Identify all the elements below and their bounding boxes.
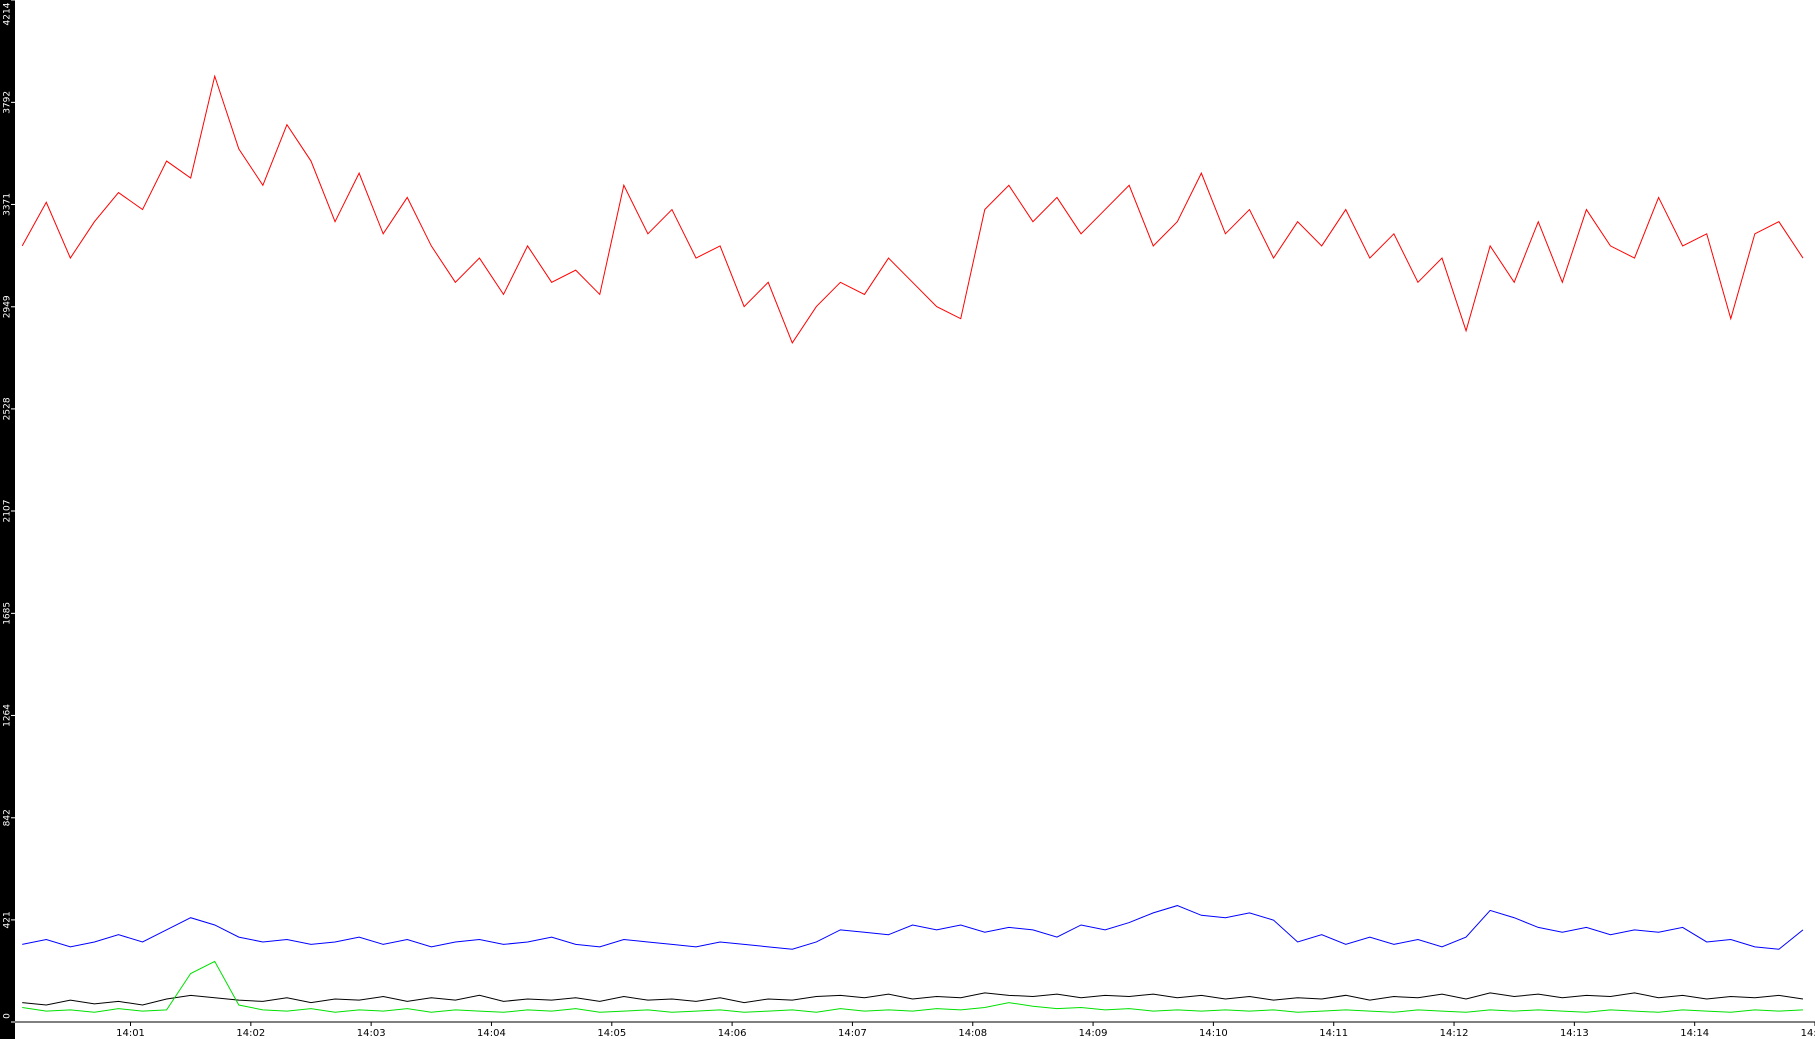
y-tick-label: 842 [3,809,13,826]
x-tick-label: 14:13 [1560,1028,1589,1039]
x-tick-label: 14:07 [838,1028,867,1039]
y-tick-label: 421 [3,911,13,928]
x-tick-label: 14:06 [718,1028,747,1039]
y-tick-label: 4214 [3,2,13,25]
series-line [22,905,1804,950]
x-tick-label: 14:04 [477,1028,506,1039]
y-tick-label: 2949 [3,295,13,318]
y-tick-label: 2528 [3,397,13,420]
x-tick-label: 14:01 [116,1028,145,1039]
series-line [21,74,1804,345]
y-tick-label: 2107 [3,500,13,523]
x-tick-label: 14:08 [958,1028,987,1039]
y-tick-label: 1264 [3,704,13,727]
x-tick-label: 14:11 [1319,1028,1348,1039]
y-tick-label: 3371 [3,193,13,216]
y-tick-label: 3792 [3,91,13,114]
y-axis-strip [0,0,15,1039]
y-tick-label: 0 [3,1013,13,1019]
y-tick-label: 1685 [3,602,13,625]
x-tick-label: 14:15 [1801,1028,1815,1039]
x-tick-label: 14:10 [1199,1028,1228,1039]
x-tick-label: 14:09 [1079,1028,1108,1039]
x-tick-label: 14:03 [357,1028,386,1039]
series-line [22,960,1803,1013]
x-tick-label: 14:12 [1440,1028,1469,1039]
x-tick-label: 14:02 [236,1028,265,1039]
series-line [22,992,1804,1006]
x-tick-label: 14:14 [1680,1028,1709,1039]
x-tick-label: 14:05 [597,1028,626,1039]
